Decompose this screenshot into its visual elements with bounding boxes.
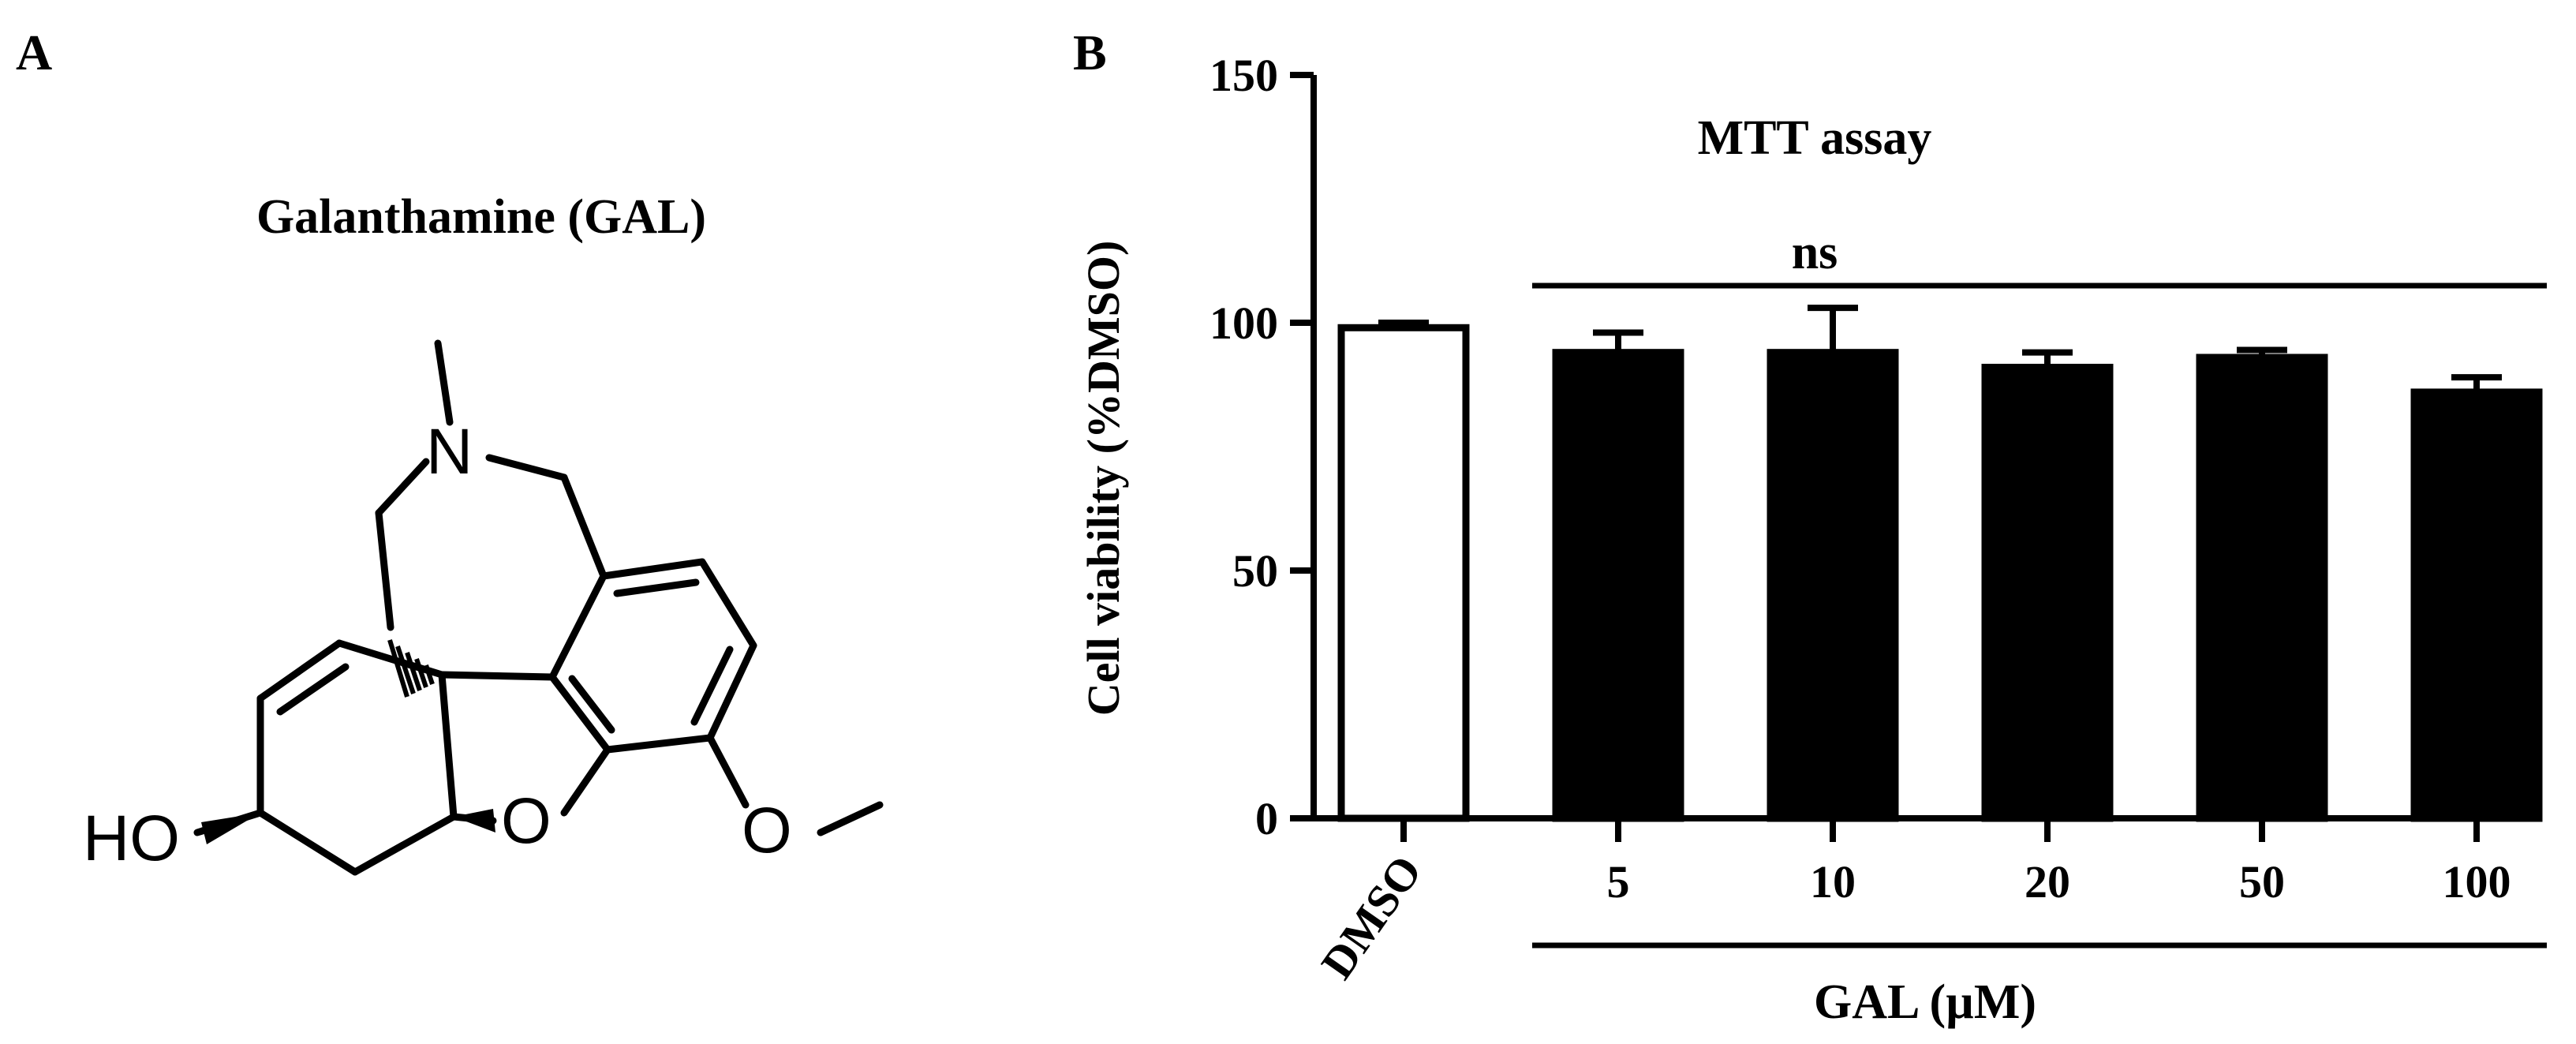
y-tick-label: 100	[1209, 297, 1278, 349]
y-tick-label: 50	[1232, 545, 1278, 597]
significance-label: ns	[1792, 226, 1838, 279]
bar	[1981, 364, 2114, 822]
y-tick-label: 0	[1255, 793, 1278, 844]
atom-o-methoxy: O	[742, 795, 792, 866]
bar	[1337, 324, 1470, 822]
x-tick-label: 20	[2025, 856, 2070, 907]
x-axis-label: GAL (µM)	[1814, 975, 2036, 1029]
galanthamine-structure: N O O HO	[83, 339, 884, 876]
molecule-title: Galanthamine (GAL)	[256, 190, 707, 244]
atom-ho: HO	[83, 803, 180, 874]
x-tick-label: 10	[1810, 856, 1856, 907]
atom-o-ring: O	[501, 785, 551, 857]
x-tick-label: 50	[2239, 856, 2285, 907]
bar	[1552, 349, 1684, 822]
y-tick-label: 150	[1209, 50, 1278, 101]
panel-label-a: A	[16, 24, 53, 80]
chart-title: MTT assay	[1698, 111, 1932, 165]
atom-n: N	[426, 416, 473, 488]
y-axis-label: Cell viability (%DMSO)	[1078, 241, 1129, 717]
bar	[2196, 354, 2328, 822]
x-tick-label: 5	[1607, 856, 1630, 907]
mtt-bar-chart: MTT assay Cell viability (%DMSO) GAL (µM…	[1078, 50, 2547, 1029]
panel-label-b: B	[1073, 24, 1107, 80]
x-tick-label: 100	[2443, 856, 2511, 907]
bar	[2410, 388, 2543, 822]
x-tick-label: DMSO	[1311, 846, 1432, 988]
bar	[1767, 349, 1899, 822]
